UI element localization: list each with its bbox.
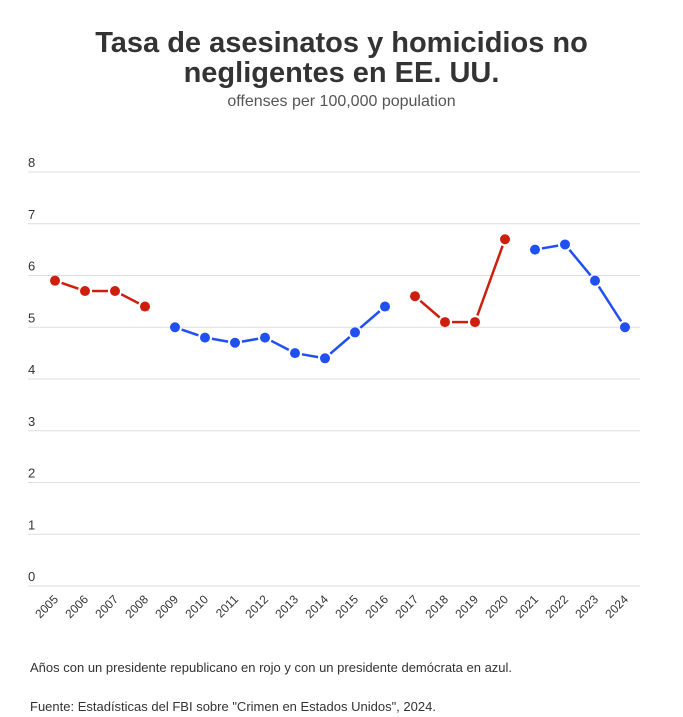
- x-tick-label: 2010: [182, 592, 211, 621]
- data-point: [590, 275, 600, 286]
- series-line-segment: [541, 244, 559, 250]
- y-tick-label: 3: [28, 414, 35, 429]
- data-point: [170, 322, 180, 333]
- x-tick-label: 2008: [122, 592, 151, 621]
- series-line-segment: [359, 310, 381, 329]
- y-tick-label: 0: [28, 569, 35, 584]
- data-point: [470, 317, 480, 328]
- source-note: Fuente: Estadísticas del FBI sobre "Crim…: [30, 699, 436, 714]
- data-point: [200, 332, 210, 343]
- x-tick-label: 2024: [602, 592, 631, 621]
- y-tick-label: 5: [28, 310, 35, 325]
- data-point: [380, 301, 390, 312]
- data-point: [140, 301, 150, 312]
- data-point: [440, 317, 450, 328]
- series-line-segment: [329, 336, 351, 355]
- chart-title: Tasa de asesinatos y homicidios no neglig…: [0, 28, 683, 88]
- y-tick-label: 1: [28, 517, 35, 532]
- x-tick-label: 2009: [152, 592, 181, 621]
- x-tick-label: 2019: [452, 592, 481, 621]
- series-line-segment: [120, 293, 140, 305]
- data-point: [290, 348, 300, 359]
- series-line-segment: [241, 337, 259, 343]
- title-line-2: negligentes en EE. UU.: [183, 57, 500, 89]
- x-tick-label: 2021: [512, 592, 541, 621]
- x-tick-label: 2018: [422, 592, 451, 621]
- x-tick-label: 2023: [572, 592, 601, 621]
- series-line-segment: [211, 337, 229, 343]
- data-point: [500, 234, 510, 245]
- y-tick-label: 2: [28, 466, 35, 481]
- data-point: [110, 286, 120, 297]
- x-tick-label: 2013: [272, 592, 301, 621]
- x-tick-label: 2016: [362, 592, 391, 621]
- series-line-segment: [597, 285, 623, 323]
- series-line-segment: [61, 281, 79, 290]
- x-tick-label: 2020: [482, 592, 511, 621]
- x-tick-label: 2007: [92, 592, 121, 621]
- x-tick-label: 2012: [242, 592, 271, 621]
- data-point: [50, 275, 60, 286]
- data-point: [530, 244, 540, 255]
- x-tick-label: 2011: [213, 592, 241, 620]
- series-line-segment: [301, 353, 319, 359]
- data-point: [350, 327, 360, 338]
- chart-subtitle: offenses per 100,000 population: [227, 93, 456, 110]
- series-line-segment: [181, 328, 199, 337]
- x-tick-label: 2014: [302, 592, 331, 621]
- x-tick-label: 2017: [392, 592, 421, 621]
- x-tick-label: 2022: [542, 592, 571, 621]
- x-tick-label: 2005: [32, 592, 61, 621]
- x-tick-label: 2006: [62, 592, 91, 621]
- y-tick-label: 7: [28, 207, 35, 222]
- data-point: [560, 239, 570, 250]
- data-point: [80, 286, 90, 297]
- y-tick-label: 6: [28, 259, 35, 274]
- data-point: [320, 353, 330, 364]
- series-line-segment: [568, 249, 592, 277]
- data-point: [410, 291, 420, 302]
- data-point: [230, 337, 240, 348]
- series-line-segment: [270, 339, 290, 352]
- data-point: [260, 332, 270, 343]
- legend-note: Años con un presidente republicano en ro…: [30, 660, 513, 675]
- x-tick-label: 2015: [332, 592, 361, 621]
- y-tick-label: 8: [28, 155, 35, 170]
- title-line-1: Tasa de asesinatos y homicidios no: [95, 27, 588, 59]
- data-point: [620, 322, 630, 333]
- y-tick-label: 4: [28, 362, 35, 377]
- series-line-segment: [476, 245, 504, 316]
- series-line-segment: [419, 299, 441, 319]
